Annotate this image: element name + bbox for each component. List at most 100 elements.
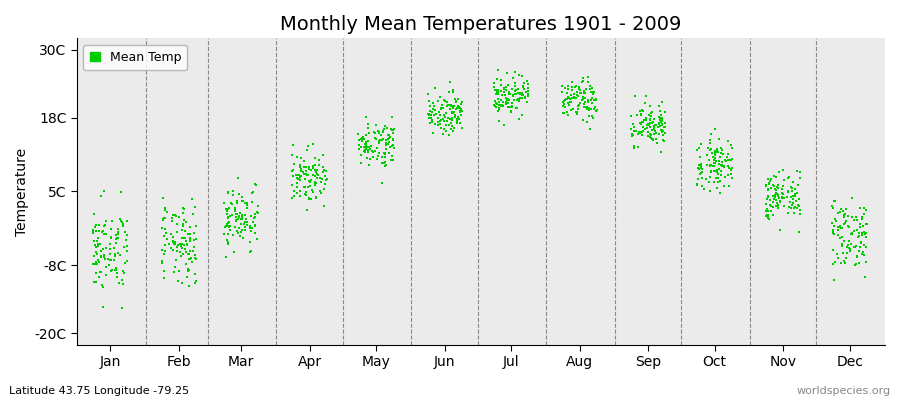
Point	[504, 109, 518, 116]
Point	[645, 136, 660, 143]
Point	[490, 87, 504, 94]
Point	[826, 261, 841, 268]
Point	[850, 214, 864, 220]
Point	[359, 113, 374, 120]
Point	[654, 119, 669, 126]
Point	[717, 174, 732, 180]
Point	[187, 230, 202, 236]
Point	[359, 140, 374, 146]
Point	[694, 164, 708, 171]
Point	[86, 260, 101, 267]
Point	[97, 251, 112, 258]
Point	[176, 221, 190, 228]
Point	[362, 144, 376, 150]
Point	[766, 193, 780, 199]
Point	[180, 242, 194, 248]
Point	[515, 73, 529, 80]
Point	[167, 239, 182, 245]
Point	[767, 173, 781, 180]
Point	[377, 126, 392, 132]
Point	[653, 116, 668, 123]
Point	[851, 230, 866, 236]
Point	[513, 90, 527, 96]
Point	[184, 259, 199, 265]
Point	[186, 248, 201, 254]
Point	[692, 162, 706, 168]
Point	[697, 186, 711, 192]
Point	[305, 162, 320, 169]
Point	[104, 268, 118, 274]
Point	[826, 198, 841, 204]
Point	[227, 249, 241, 256]
Point	[860, 221, 874, 227]
Point	[786, 192, 800, 199]
Point	[157, 233, 171, 239]
Point	[165, 215, 179, 221]
Point	[648, 122, 662, 128]
Point	[301, 172, 315, 178]
Point	[835, 249, 850, 256]
Point	[768, 186, 782, 192]
Point	[87, 242, 102, 248]
Point	[521, 85, 535, 91]
Point	[104, 218, 119, 224]
Point	[766, 198, 780, 205]
Point	[775, 186, 789, 192]
Point	[489, 104, 503, 110]
Point	[97, 231, 112, 238]
Point	[448, 98, 463, 104]
Point	[94, 193, 108, 200]
Point	[87, 238, 102, 244]
Point	[562, 100, 576, 106]
Point	[825, 247, 840, 253]
Point	[451, 105, 465, 112]
Point	[583, 106, 598, 113]
Point	[310, 171, 325, 178]
Point	[835, 242, 850, 249]
Point	[589, 108, 603, 114]
Point	[859, 274, 873, 280]
Point	[505, 86, 519, 92]
Point	[641, 129, 655, 135]
Point	[183, 256, 197, 263]
Point	[304, 167, 319, 174]
Point	[377, 160, 392, 166]
Point	[585, 95, 599, 101]
Point	[501, 82, 516, 88]
Point	[825, 204, 840, 211]
Point	[829, 251, 843, 258]
Point	[92, 259, 106, 266]
Point	[587, 96, 601, 103]
Point	[428, 84, 443, 91]
Point	[573, 90, 588, 96]
Point	[99, 272, 113, 278]
Point	[491, 67, 505, 73]
Point	[187, 252, 202, 258]
Point	[777, 203, 791, 210]
Point	[492, 118, 507, 124]
Point	[856, 205, 870, 212]
Point	[580, 104, 594, 110]
Point	[624, 113, 638, 119]
Point	[859, 230, 873, 236]
Point	[521, 92, 535, 99]
Point	[155, 260, 169, 266]
Point	[220, 211, 235, 218]
Point	[711, 179, 725, 186]
Point	[578, 103, 592, 110]
Point	[219, 254, 233, 260]
Point	[366, 154, 381, 160]
Point	[644, 103, 658, 109]
Point	[771, 204, 786, 211]
Point	[487, 79, 501, 86]
Point	[826, 227, 841, 233]
Point	[238, 216, 253, 222]
Point	[301, 207, 315, 214]
Point	[169, 248, 184, 255]
Point	[646, 123, 661, 130]
Point	[381, 132, 395, 138]
Point	[361, 149, 375, 156]
Point	[306, 141, 320, 148]
Point	[448, 96, 463, 102]
Point	[220, 215, 235, 221]
